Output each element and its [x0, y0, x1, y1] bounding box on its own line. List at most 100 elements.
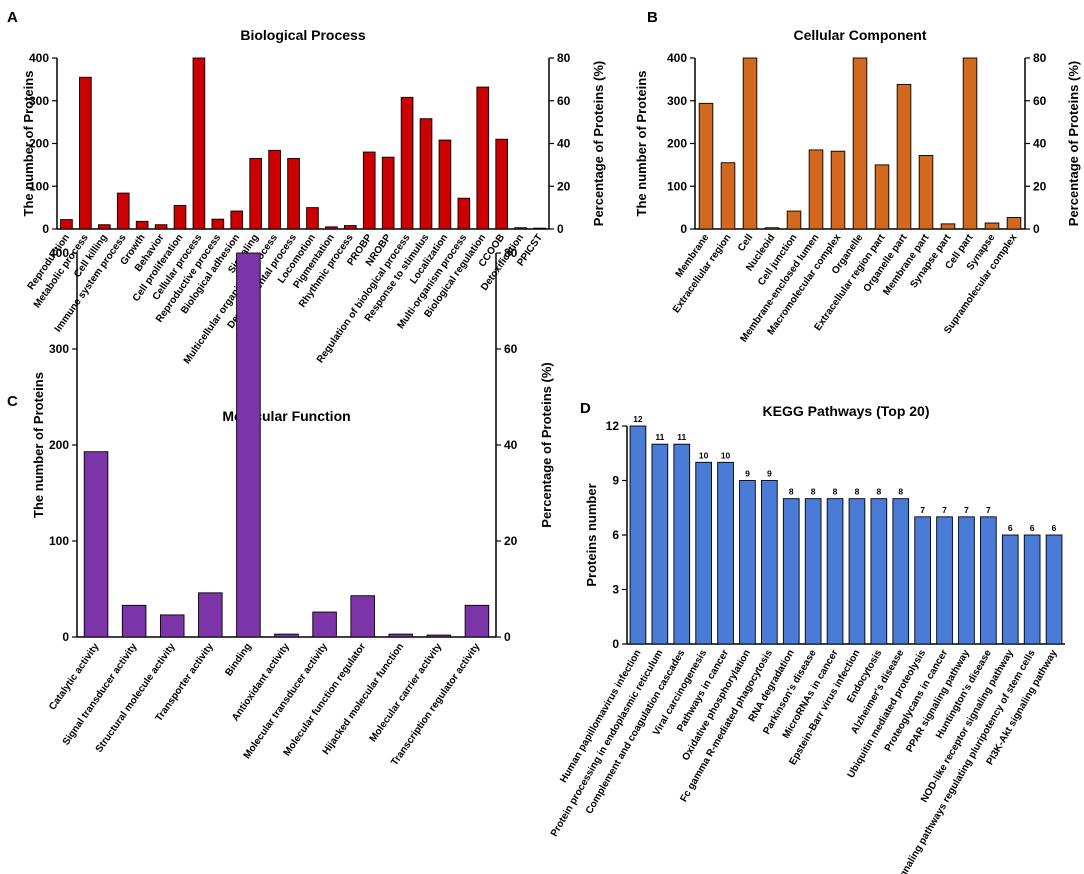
panel-b-y-axis-label: The number of Proteins [634, 71, 649, 217]
panel-d-y-tick-label: 3 [612, 583, 619, 597]
panel-b-y-tick-label: 300 [667, 94, 687, 108]
panel-c-category-label: Binding [224, 641, 254, 678]
panel-d-data-label: 7 [986, 505, 991, 515]
panel-d-data-label: 8 [789, 487, 794, 497]
panel-b-bar-membrane-part [918, 155, 934, 230]
panel-b-bar-cell-junction [786, 210, 802, 230]
panel-b-bar-extracellular-region-part [874, 164, 890, 230]
panel-d-data-label: 10 [721, 450, 731, 460]
panel-c-y2-tick-label: 60 [504, 342, 518, 356]
panel-c-y2-tick-label: 20 [504, 534, 518, 548]
panel-b-bar-supramolecular-complex [1006, 217, 1022, 230]
panel-b-bar-membrane-enclosed-lumen [808, 149, 824, 230]
panel-d-y-axis-label: Proteins number [584, 483, 599, 586]
panel-c-y-tick-label: 400 [49, 246, 69, 260]
panel-d-data-label: 11 [677, 432, 686, 442]
panel-b-bar-synapse-part [940, 223, 956, 230]
panel-a-y2-tick-label: 0 [557, 222, 564, 236]
panel-c-letter: C [7, 393, 18, 410]
panel-d-bar-oxidative-phosphorylation [739, 480, 756, 645]
panel-a-y-axis-label: The number of Proteins [21, 71, 36, 217]
panel-b-y-tick-label: 200 [667, 137, 687, 151]
panel-d-y-tick-label: 0 [612, 637, 619, 651]
panel-d-letter: D [580, 400, 591, 417]
panel-b-cellular-component: B Cellular Component 0 100 200 300 400 0 20 40 60 8… [634, 9, 1081, 344]
panel-c-y-axis-label: The number of Proteins [31, 372, 46, 518]
panel-a-bar-metabolic-process [79, 76, 92, 230]
panel-c-category-label: Structural molecule activity [94, 641, 178, 755]
panel-a-bar-signaling [249, 158, 263, 230]
panel-c-bar-structural-molecule-activity [159, 614, 185, 638]
panel-a-bar-reproductive-process [211, 218, 225, 230]
panel-a-y2-tick-label: 60 [557, 94, 571, 108]
panel-d-data-label: 11 [655, 432, 664, 442]
panel-b-y-tick-label: 0 [680, 222, 687, 236]
panel-d-title: KEGG Pathways (Top 20) [763, 403, 930, 419]
panel-a-bar-locomotion [306, 207, 319, 230]
panel-c-bar-transcription-regulator-activity [464, 604, 490, 638]
panel-a-letter: A [7, 9, 18, 26]
panel-d-bar-huntington-s-disease [980, 516, 997, 645]
panel-d-bar-proteoglycans-in-cancer [936, 516, 953, 645]
panel-d-bar-human-papillomavirus-infection [629, 425, 647, 645]
panel-a-y-tick-label: 300 [29, 94, 49, 108]
panel-d-bar-ppar-signaling-pathway [958, 516, 975, 645]
panel-a-y2-axis-label: Percentage of Proteins (%) [591, 61, 606, 226]
panel-d-data-label: 12 [633, 414, 643, 424]
panel-b-y2-tick-label: 60 [1033, 94, 1047, 108]
panel-c-bar-binding [236, 252, 261, 638]
panel-c-bar-catalytic-activity [83, 451, 109, 638]
panel-b-bar-organelle [852, 57, 868, 230]
panel-c-category-label: Hijacked molecular function [321, 641, 407, 757]
panel-a-bar-ccoob [495, 138, 509, 230]
panel-a-bar-biological-regulation [476, 86, 490, 230]
panel-d-data-label: 8 [833, 487, 838, 497]
panel-a-bar-response-to-stimulus [419, 118, 433, 230]
panel-c-y2-tick-label: 40 [504, 438, 518, 452]
panel-a-title: Biological Process [240, 27, 365, 43]
panel-d-data-label: 9 [745, 469, 750, 479]
panel-b-bar-macromolecular-complex [830, 150, 846, 230]
panel-a-bar-immune-system-process [116, 192, 130, 230]
panel-a-bar-cell-proliferation [173, 205, 187, 230]
panel-b-y-tick-label: 400 [667, 51, 687, 65]
panel-a-bar-behavior [154, 224, 168, 230]
panel-d-data-label: 8 [811, 487, 816, 497]
panel-d-bar-complement-and-coagulation-cascades [673, 443, 691, 645]
panel-a-bar-developmental-process [287, 158, 300, 230]
panel-d-data-label: 6 [1030, 523, 1035, 533]
panel-c-y-tick-label: 300 [49, 342, 69, 356]
panel-a-y2-tick-label: 20 [557, 179, 571, 193]
panel-a-bar-detoxification [514, 227, 527, 230]
panel-d-data-label: 7 [964, 505, 969, 515]
panel-d-bar-fc-gamma-r-mediated-phagocytosis [761, 480, 778, 645]
panel-c-bar-molecular-function-regulator [350, 595, 375, 638]
panel-a-bar-probp [362, 151, 376, 230]
panel-a-bar-multicellular-organismal-process [268, 149, 281, 230]
panel-d-bar-micrornas-in-cancer [826, 498, 844, 645]
panel-d-category-label: Protein processing in endoplasmic reticu… [549, 648, 666, 839]
panel-d-bar-endocytosis [870, 498, 888, 645]
panel-d-data-label: 10 [699, 450, 709, 460]
panel-d-data-label: 9 [767, 469, 772, 479]
panel-a-y-tick-label: 0 [42, 222, 49, 236]
panel-d-data-label: 8 [855, 487, 860, 497]
panel-d-kegg-pathways: D KEGG Pathways (Top 20) 0 3 6 9 12 Proteins nu… [549, 400, 1065, 874]
panel-a-y2-tick-label: 80 [557, 51, 571, 65]
panel-c-y-tick-label: 0 [62, 630, 69, 644]
panel-d-bar-signaling-pathways-regulating-pluripotency-of-stem-cells [1023, 534, 1041, 645]
panel-c-bar-antioxidant-activity [274, 633, 299, 638]
panel-a-bar-localization [438, 139, 452, 230]
panel-c-bar-molecular-transducer-activity [312, 611, 337, 638]
panel-b-bar-membrane [698, 102, 714, 230]
panel-d-bar-epstein-barr-virus-infection [848, 498, 866, 645]
panel-a-bar-nrobp [381, 156, 395, 230]
panel-b-y2-axis-label: Percentage of Proteins (%) [1066, 61, 1081, 226]
panel-d-data-label: 8 [898, 487, 903, 497]
panel-d-bar-viral-carcinogenesis [695, 461, 712, 645]
panel-a-y-tick-label: 400 [29, 51, 49, 65]
panel-a-bar-ppicst [533, 227, 546, 230]
panel-b-title: Cellular Component [793, 27, 926, 43]
panel-c-bar-transporter-activity [198, 592, 223, 638]
panel-d-data-label: 6 [1052, 523, 1057, 533]
